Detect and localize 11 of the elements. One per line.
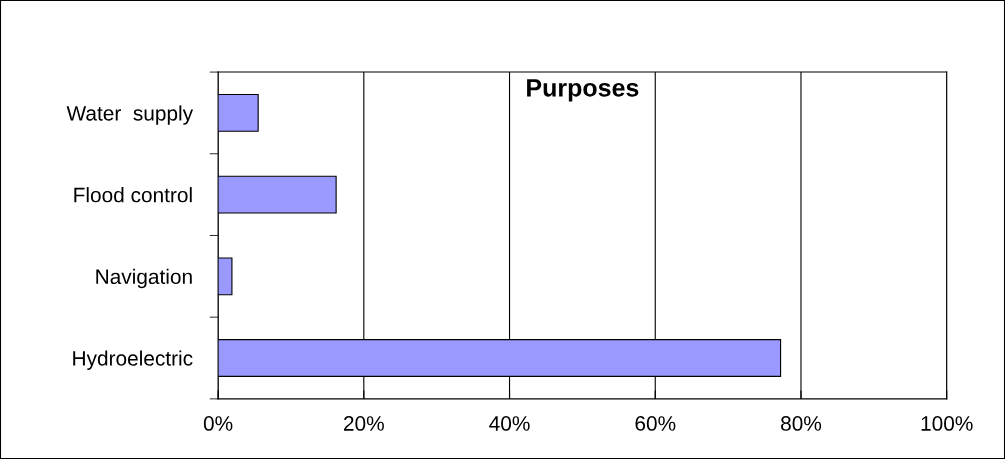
x-tick-label: 20%	[344, 416, 384, 431]
chart-title: Purposes	[527, 79, 639, 102]
x-tick-label: 100%	[921, 416, 973, 431]
y-tick-label: Hydroelectric	[73, 350, 193, 370]
x-tick-label: 0%	[203, 416, 233, 431]
x-tick-label: 80%	[781, 416, 822, 431]
y-tick-label: Water supply	[66, 105, 194, 125]
y-tick-label: Flood control	[74, 187, 192, 203]
x-tick-label: 60%	[635, 416, 676, 431]
y-tick-label: Navigation	[96, 268, 192, 289]
x-tick-label: 40%	[489, 416, 530, 431]
